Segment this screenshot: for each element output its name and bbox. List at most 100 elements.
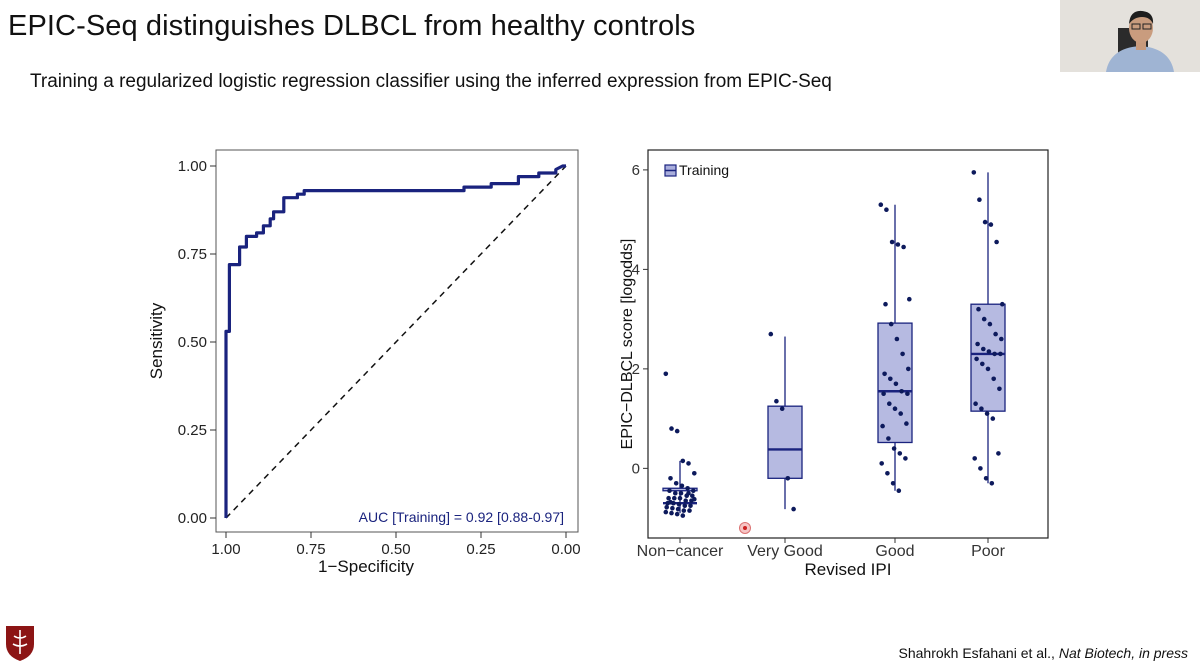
data-point — [906, 366, 911, 372]
roc-x-tick-label-0: 1.00 — [211, 541, 240, 558]
data-point — [894, 336, 900, 342]
data-point — [981, 346, 986, 352]
roc-x-tick-label-2: 0.50 — [381, 541, 410, 558]
data-point — [974, 356, 979, 362]
data-point — [680, 513, 686, 518]
data-point — [901, 244, 906, 250]
data-point — [907, 296, 912, 302]
data-point — [685, 486, 690, 491]
data-point — [674, 428, 680, 434]
data-point — [664, 504, 669, 510]
data-point — [977, 197, 982, 202]
data-point — [768, 331, 774, 337]
data-point — [986, 349, 992, 354]
roc-x-tick-label-1: 0.75 — [296, 541, 325, 558]
roc-curve-line — [224, 164, 566, 518]
data-point — [988, 222, 994, 227]
data-point — [666, 495, 671, 501]
data-point — [674, 511, 680, 517]
data-point — [673, 490, 678, 496]
data-point — [667, 488, 672, 494]
data-point — [993, 331, 998, 337]
data-point — [686, 461, 691, 466]
data-point — [976, 306, 981, 312]
data-point — [903, 456, 908, 461]
data-point — [889, 239, 895, 245]
data-point — [896, 488, 902, 494]
roc-chance-diagonal — [225, 165, 567, 519]
legend-label: Training — [679, 162, 729, 178]
roc-x-tick-label-4: 0.00 — [551, 541, 580, 558]
data-point — [692, 471, 697, 476]
data-point — [678, 490, 684, 496]
box-x-tick-label-1: Very Good — [747, 543, 823, 560]
data-point — [690, 493, 695, 499]
citation-authors: Shahrokh Esfahani et al., — [898, 645, 1055, 661]
data-point — [686, 490, 691, 496]
data-point — [973, 401, 978, 407]
data-point — [885, 471, 890, 476]
data-point — [887, 401, 892, 407]
data-point — [677, 495, 683, 501]
data-point — [691, 488, 696, 494]
data-point — [688, 503, 693, 509]
data-point — [978, 466, 983, 471]
box-y-tick-label-3: 6 — [632, 162, 640, 179]
data-point — [1000, 301, 1005, 307]
roc-y-tick-label-1: 0.25 — [178, 422, 207, 439]
data-point — [899, 389, 904, 394]
presenter-webcam — [1060, 0, 1200, 72]
roc-y-axis-label: Sensitivity — [147, 302, 166, 379]
data-point — [898, 411, 903, 416]
data-point — [983, 476, 989, 481]
box-legend: Training — [664, 162, 729, 178]
data-point — [893, 381, 899, 387]
data-point — [992, 351, 997, 357]
box-chart: 0 2 4 6 Non−cancer Very Good Good Poor Trainin… — [619, 149, 1049, 579]
data-point — [984, 411, 990, 416]
box-y-tick-label-1: 2 — [632, 361, 640, 378]
data-point — [886, 436, 891, 441]
data-point — [680, 458, 686, 464]
data-point — [883, 301, 888, 307]
roc-x-tick-label-3: 0.25 — [466, 541, 495, 558]
data-point — [669, 426, 674, 431]
data-point — [785, 476, 791, 481]
data-point — [900, 351, 905, 357]
roc-y-tick-label-0: 0.00 — [178, 510, 207, 527]
box-iqr-0 — [662, 487, 698, 492]
data-point — [687, 508, 692, 513]
box-iqr-1 — [767, 405, 803, 479]
data-point — [673, 481, 679, 486]
roc-y-tick-label-3: 0.75 — [178, 246, 207, 263]
roc-auc-annotation: AUC [Training] = 0.92 [0.88-0.97] — [359, 509, 564, 525]
data-point — [987, 321, 993, 327]
box-x-tick-label-3: Poor — [971, 543, 1005, 560]
data-point — [989, 481, 995, 486]
data-point — [982, 219, 988, 225]
data-point — [682, 503, 688, 509]
data-point — [980, 361, 985, 367]
box-y-tick-label-0: 0 — [632, 460, 640, 477]
citation-journal: Nat Biotech, in press — [1058, 645, 1188, 661]
data-point — [888, 376, 893, 382]
data-point — [991, 376, 996, 382]
data-point — [905, 391, 910, 396]
data-point — [999, 336, 1004, 342]
data-point — [990, 416, 996, 421]
roc-y-tick-label-2: 0.50 — [178, 334, 207, 351]
data-point — [972, 456, 977, 461]
university-shield-logo — [6, 626, 34, 661]
slide-title: EPIC-Seq distinguishes DLBCL from health… — [8, 10, 696, 42]
data-point — [971, 170, 977, 175]
data-point — [668, 499, 673, 505]
data-point — [997, 386, 1002, 392]
data-point — [998, 351, 1003, 357]
slide-subtitle: Training a regularized logistic regressi… — [30, 71, 832, 92]
data-point — [880, 423, 885, 429]
data-point — [663, 509, 669, 515]
box-x-axis-label: Revised IPI — [805, 560, 892, 579]
data-point — [676, 501, 682, 507]
data-point — [892, 406, 898, 412]
data-point — [895, 242, 901, 247]
